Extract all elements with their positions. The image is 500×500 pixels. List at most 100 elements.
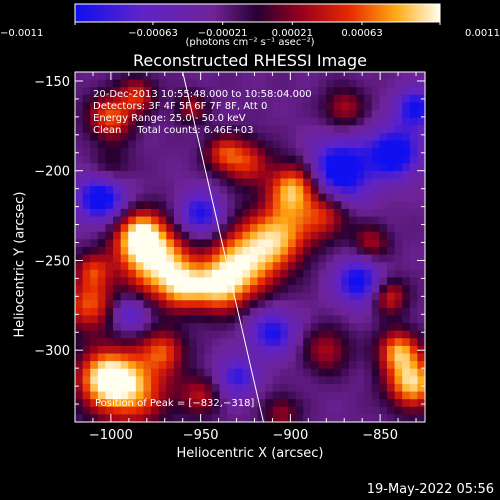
heatmap-cell	[158, 406, 167, 415]
heatmap-cell	[356, 368, 365, 377]
heatmap-cell	[348, 148, 358, 157]
heatmap-cell	[105, 323, 114, 332]
heatmap-cell	[272, 102, 282, 111]
heatmap-cell	[326, 277, 335, 286]
heatmap-cell	[90, 292, 99, 301]
heatmap-cell	[356, 132, 365, 142]
heatmap-cell	[181, 391, 190, 400]
heatmap-cell	[326, 79, 335, 88]
heatmap-cell	[364, 170, 373, 180]
heatmap-cell	[173, 330, 183, 339]
heatmap-cell	[75, 247, 84, 256]
heatmap-cell	[75, 391, 84, 400]
heatmap-cell	[326, 315, 335, 324]
heatmap-cell	[417, 277, 426, 286]
heatmap-cell	[90, 170, 99, 180]
heatmap-cell	[371, 376, 380, 385]
heatmap-cell	[82, 292, 91, 301]
heatmap-cell	[265, 345, 274, 355]
heatmap-cell	[417, 383, 426, 393]
heatmap-cell	[333, 186, 342, 195]
heatmap-cell	[303, 125, 312, 134]
heatmap-cell	[402, 338, 411, 347]
heatmap-cell	[371, 79, 380, 88]
heatmap-cell	[402, 170, 411, 180]
heatmap-cell	[120, 170, 129, 180]
heatmap-cell	[257, 247, 266, 256]
heatmap-cell	[90, 414, 99, 423]
heatmap-cell	[318, 323, 327, 332]
heatmap-cell	[105, 102, 114, 111]
heatmap-cell	[151, 231, 160, 240]
heatmap-cell	[348, 117, 358, 126]
heatmap-cell	[280, 338, 289, 347]
heatmap-cell	[394, 338, 403, 347]
heatmap-cell	[234, 178, 243, 187]
heatmap-cell	[166, 87, 175, 96]
heatmap-cell	[394, 193, 403, 202]
heatmap-cell	[318, 391, 327, 400]
heatmap-cell	[409, 361, 418, 370]
heatmap-cell	[288, 186, 297, 195]
heatmap-cell	[204, 307, 213, 317]
heatmap-cell	[272, 72, 282, 81]
heatmap-cell	[295, 315, 304, 324]
heatmap-cell	[371, 231, 380, 240]
heatmap-cell	[75, 323, 84, 332]
heatmap-cell	[166, 414, 175, 423]
heatmap-cell	[364, 247, 373, 256]
heatmap-cell	[120, 239, 129, 248]
heatmap-cell	[379, 239, 388, 248]
heatmap-cell	[348, 383, 358, 393]
heatmap-cell	[371, 140, 380, 149]
heatmap-cell	[219, 79, 228, 88]
heatmap-cell	[265, 300, 274, 309]
heatmap-cell	[234, 163, 243, 172]
heatmap-cell	[196, 247, 205, 256]
heatmap-cell	[90, 201, 99, 210]
heatmap-cell	[402, 178, 411, 187]
heatmap-cell	[386, 285, 396, 294]
heatmap-cell	[105, 178, 114, 187]
heatmap-cell	[280, 155, 289, 164]
heatmap-cell	[120, 72, 129, 81]
heatmap-cell	[280, 87, 289, 96]
info-line: Clean Total counts: 6.46E+03	[93, 125, 253, 136]
heatmap-cell	[97, 383, 107, 393]
heatmap-cell	[82, 376, 91, 385]
heatmap-cell	[151, 155, 160, 164]
heatmap-cell	[310, 178, 320, 187]
heatmap-cell	[113, 391, 122, 400]
heatmap-cell	[394, 406, 403, 415]
heatmap-cell	[166, 140, 175, 149]
heatmap-cell	[211, 399, 221, 408]
heatmap-cell	[75, 254, 84, 263]
heatmap-cell	[257, 186, 266, 195]
heatmap-cell	[364, 391, 373, 400]
heatmap-cell	[143, 102, 152, 111]
heatmap-cell	[394, 186, 403, 195]
heatmap-cell	[417, 132, 426, 142]
heatmap-cell	[371, 224, 380, 233]
heatmap-cell	[219, 285, 228, 294]
heatmap-cell	[257, 254, 266, 263]
heatmap-cell	[97, 72, 107, 81]
heatmap-cell	[90, 361, 99, 370]
heatmap-cell	[120, 277, 129, 286]
heatmap-cell	[272, 117, 282, 126]
heatmap-cell	[371, 338, 380, 347]
heatmap-cell	[257, 262, 266, 271]
heatmap-cell	[135, 163, 145, 172]
heatmap-cell	[242, 117, 251, 126]
heatmap-cell	[348, 307, 358, 317]
heatmap-cell	[364, 368, 373, 377]
heatmap-cell	[333, 110, 342, 119]
heatmap-cell	[364, 117, 373, 126]
heatmap-cell	[204, 315, 213, 324]
heatmap-cell	[295, 414, 304, 423]
heatmap-cell	[242, 323, 251, 332]
heatmap-cell	[143, 277, 152, 286]
heatmap-cell	[394, 368, 403, 377]
heatmap-cell	[128, 208, 137, 218]
heatmap-cell	[242, 193, 251, 202]
